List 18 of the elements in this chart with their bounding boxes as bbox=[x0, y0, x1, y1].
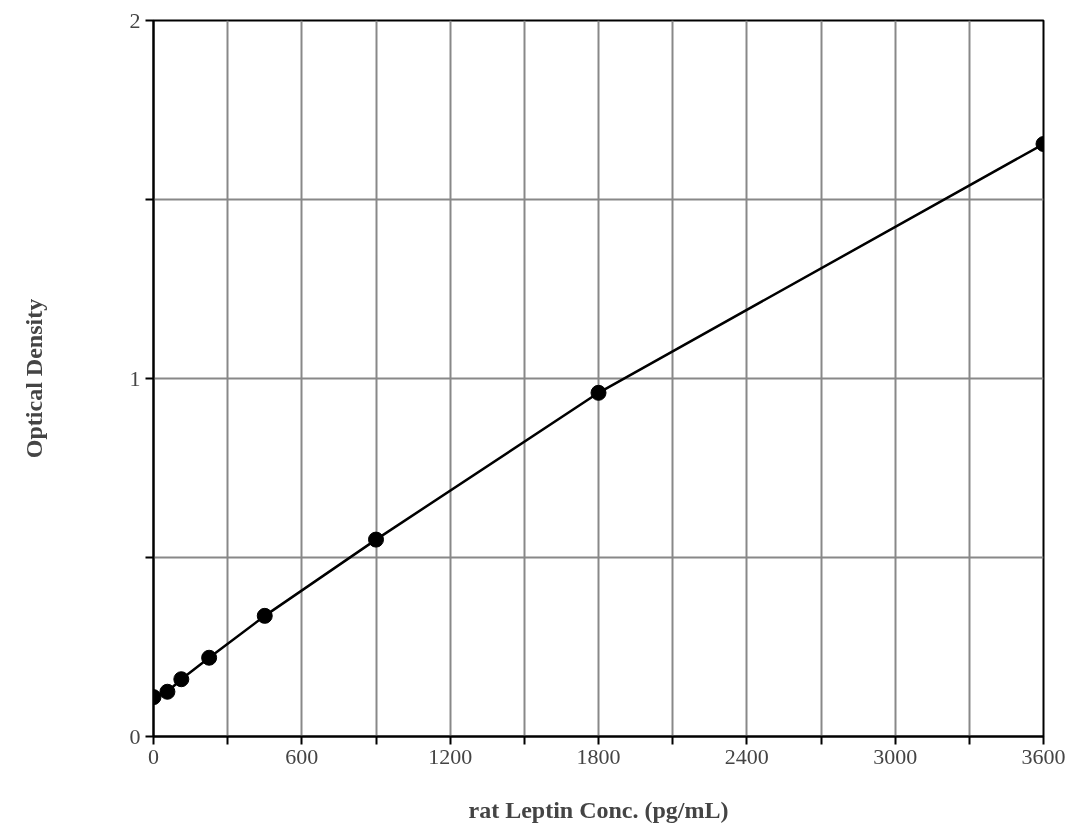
y-tick-label: 0 bbox=[129, 723, 141, 749]
x-tick-label: 1200 bbox=[428, 743, 473, 769]
point bbox=[173, 671, 190, 688]
x-axis-title: rat Leptin Conc. (pg/mL) bbox=[468, 796, 729, 823]
x-tick-label: 1800 bbox=[576, 743, 621, 769]
y-tick-label: 2 bbox=[129, 7, 141, 33]
point bbox=[590, 384, 607, 401]
x-tick-label: 600 bbox=[285, 743, 319, 769]
point bbox=[368, 531, 384, 548]
x-tick-label: 2400 bbox=[724, 743, 769, 769]
x-tick-label: 0 bbox=[148, 743, 159, 769]
point bbox=[256, 607, 273, 624]
point bbox=[159, 683, 176, 700]
point bbox=[201, 649, 218, 666]
y-axis-title: Optical Density bbox=[20, 298, 47, 459]
y-tick-label: 1 bbox=[129, 365, 141, 391]
x-tick-label: 3000 bbox=[873, 743, 918, 769]
x-tick-label: 3600 bbox=[1021, 743, 1066, 769]
